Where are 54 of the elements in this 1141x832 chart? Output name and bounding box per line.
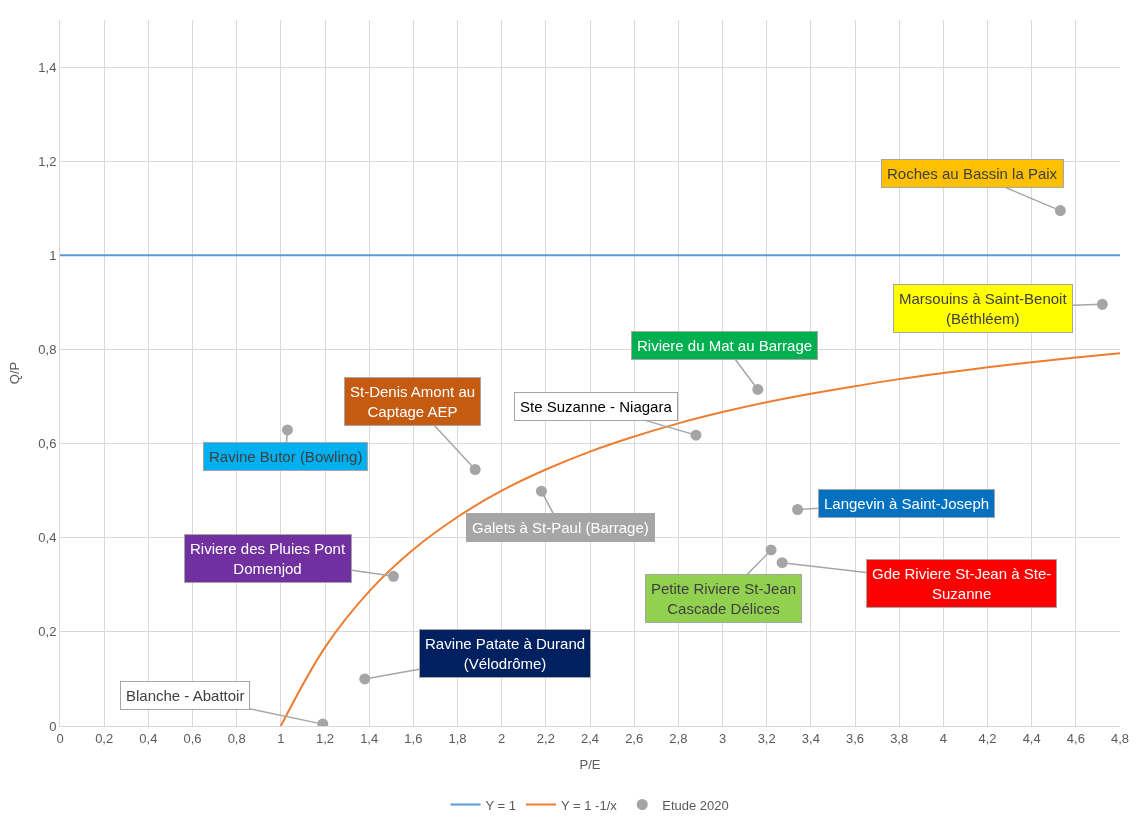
- annotation: Galets à St-Paul (Barrage): [472, 519, 649, 536]
- x-tick-label: 2,4: [580, 730, 600, 746]
- y-tick-label: 1,2: [38, 153, 57, 169]
- annotation: Petite Riviere St-Jean Cascade Délices: [651, 580, 797, 617]
- x-axis-title: P/E: [579, 757, 601, 773]
- y-tick-label: 1: [49, 247, 57, 263]
- annotation: Marsouins à Saint-Benoit (Béthléem): [899, 290, 1068, 327]
- annotation: Blanche - Abattoir: [126, 687, 245, 704]
- legend-label: Y = 1 -1/x: [560, 797, 618, 813]
- annotation: Ste Suzanne - Niagara: [520, 398, 673, 415]
- x-tick-label: 3,8: [890, 730, 909, 746]
- x-tick-label: 0,6: [183, 730, 202, 746]
- point: [1054, 205, 1066, 217]
- y-tick-label: 1,4: [38, 59, 57, 75]
- x-tick-label: 3,6: [845, 730, 865, 746]
- x-tick-label: 4,2: [978, 730, 997, 746]
- x-tick-label: 2,8: [669, 730, 688, 746]
- x-tick-label: 0,4: [139, 730, 158, 746]
- annotation: St-Denis Amont au Captage AEP: [350, 383, 476, 420]
- x-tick-label: 1: [277, 730, 285, 746]
- point: [1096, 298, 1108, 310]
- x-tick-label: 1,2: [315, 730, 335, 746]
- x-tick-label: 1,4: [360, 730, 379, 746]
- x-tick-label: 4,6: [1066, 730, 1085, 746]
- x-tick-label: 4: [939, 730, 947, 746]
- annotation: Ravine Patate à Durand (Vélodrôme): [425, 635, 586, 672]
- x-tick-label: 3,2: [757, 730, 776, 746]
- x-tick-label: 2: [498, 730, 506, 746]
- annotation: Roches au Bassin la Paix: [887, 165, 1058, 182]
- annotation: Riviere du Mat au Barrage: [637, 337, 813, 354]
- annotation: Gde Riviere St-Jean à Ste- Suzanne: [872, 565, 1052, 602]
- x-tick-label: 4,8: [1110, 730, 1130, 746]
- x-tick-label: 2,2: [536, 730, 555, 746]
- x-tick-label: 1,8: [448, 730, 467, 746]
- y-tick-label: 0,6: [38, 436, 57, 452]
- annotation: Riviere des Pluies Pont Domenjod: [190, 540, 346, 577]
- point: [281, 424, 293, 436]
- legend-label: Y = 1: [485, 797, 516, 813]
- x-tick-label: 2,6: [625, 730, 644, 746]
- annotation: Langevin à Saint-Joseph: [824, 495, 990, 512]
- y-tick-label: 0: [49, 718, 57, 734]
- y-tick-label: 0,4: [38, 530, 57, 546]
- x-tick-label: 3,4: [801, 730, 820, 746]
- x-tick-label: 1,6: [404, 730, 423, 746]
- annotation: Ravine Butor (Bowling): [209, 448, 363, 465]
- x-tick-label: 4,4: [1022, 730, 1041, 746]
- point: [792, 503, 804, 515]
- x-tick-label: 0,2: [95, 730, 114, 746]
- legend-label: Etude 2020: [662, 797, 729, 813]
- y-tick-label: 0,2: [38, 624, 57, 640]
- x-tick-label: 0,8: [227, 730, 246, 746]
- x-tick-label: 3: [718, 730, 727, 746]
- y-axis-title: Q/P: [7, 361, 23, 385]
- y-tick-label: 0,8: [38, 342, 57, 358]
